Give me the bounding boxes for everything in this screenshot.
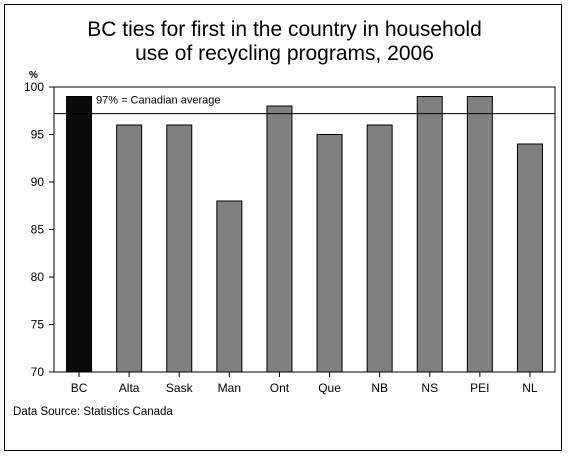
x-axis-tick-label: NL: [522, 381, 538, 395]
bar-ns: [416, 96, 443, 373]
chart-title-line-1: BC ties for first in the country in hous…: [87, 18, 482, 41]
x-axis-tick-label: Ont: [270, 381, 290, 395]
bar-nl: [516, 143, 543, 373]
y-axis-tick-label: 90: [31, 175, 45, 189]
y-axis-tick-label: 95: [31, 128, 45, 142]
data-source-note: Data Source: Statistics Canada: [13, 406, 173, 418]
y-axis-label: %: [29, 70, 38, 81]
x-axis-tick-label: NS: [421, 381, 438, 395]
bar-nb: [366, 124, 393, 373]
chart-title: BC ties for first in the country in hous…: [0, 18, 569, 66]
canadian-average-label: 97% = Canadian average: [96, 95, 220, 107]
bar-bc: [66, 96, 93, 373]
bar-que: [316, 134, 343, 373]
x-axis-tick-label: Sask: [166, 381, 194, 395]
y-axis-tick-label: 100: [24, 80, 44, 94]
x-axis-tick-label: BC: [71, 381, 88, 395]
bar-sask: [166, 124, 193, 373]
x-axis-tick-label: Alta: [119, 381, 140, 395]
bar-alta: [116, 124, 143, 373]
y-axis-tick-label: 75: [31, 318, 45, 332]
x-axis-tick-label: PEI: [470, 381, 489, 395]
y-axis-tick-label: 85: [31, 223, 45, 237]
x-axis-tick-label: Que: [318, 381, 341, 395]
bar-pei: [466, 96, 493, 373]
bar-ont: [266, 105, 293, 373]
chart-title-line-2: use of recycling programs, 2006: [135, 42, 434, 65]
x-axis-tick-label: Man: [218, 381, 241, 395]
x-axis-tick-label: NB: [371, 381, 388, 395]
y-axis-tick-label: 70: [31, 365, 45, 379]
bar-man: [216, 200, 243, 373]
y-axis-tick-label: 80: [31, 270, 45, 284]
